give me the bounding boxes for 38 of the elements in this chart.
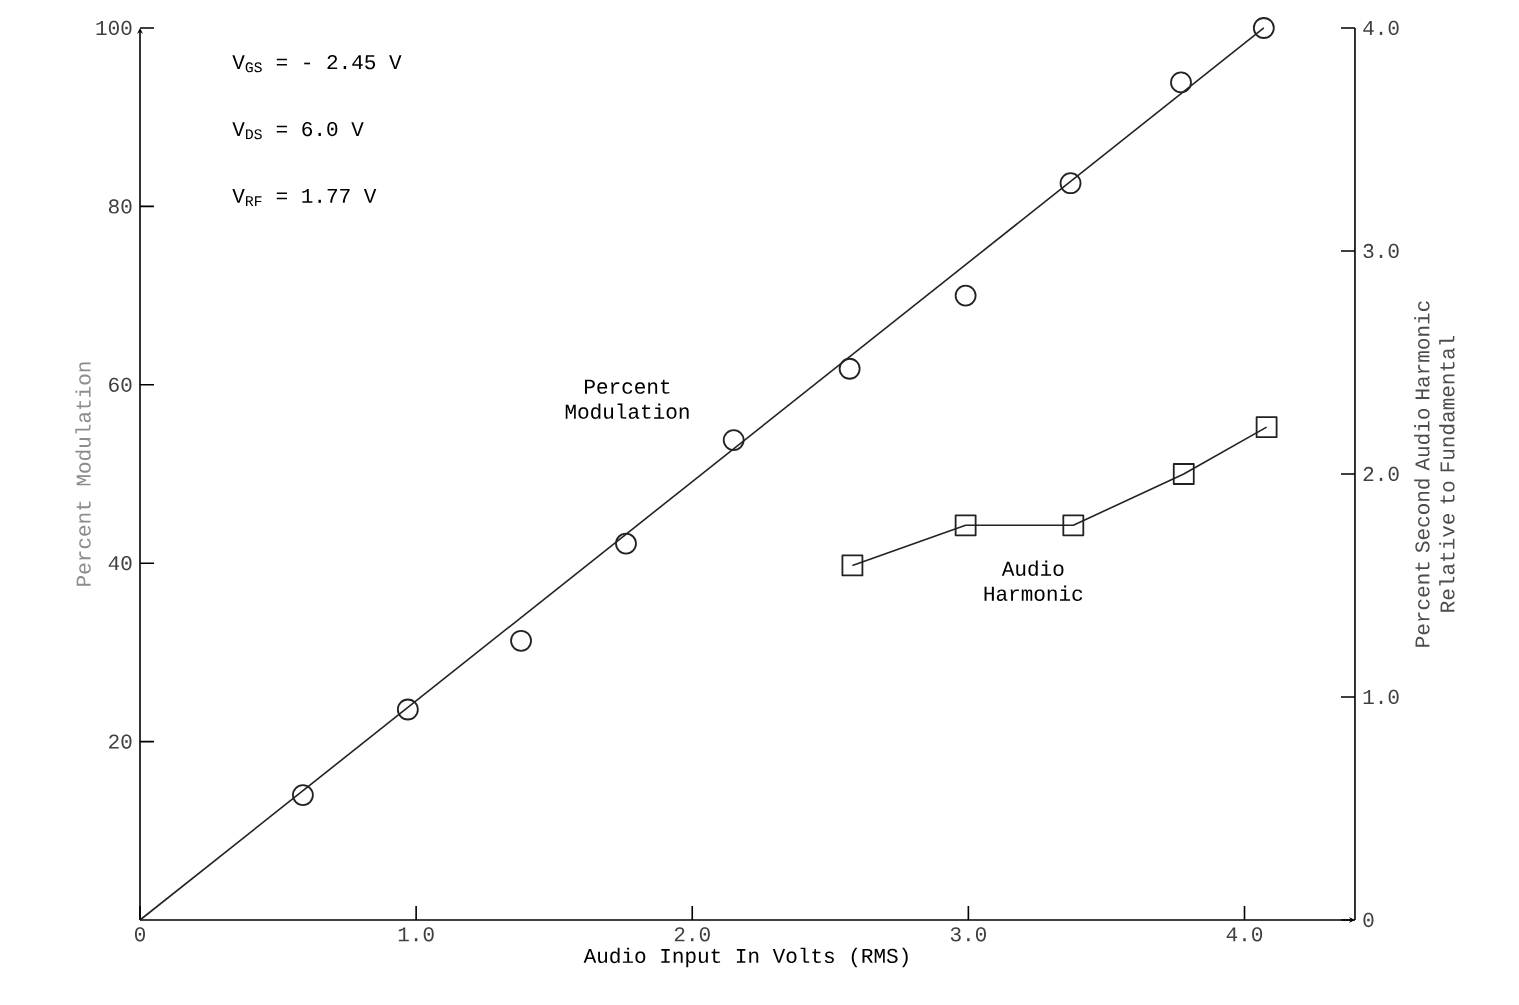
point: [1059, 172, 1082, 195]
series-label: Percent Modulation: [565, 379, 689, 419]
point: [954, 514, 977, 537]
annotation: V$_{DS}$ = 6.0 V: [232, 121, 364, 140]
point: [510, 629, 532, 652]
point: [838, 357, 861, 380]
annotation: V$_{RF}$ = 1.77 V: [232, 189, 377, 206]
y2-tick-label: 0: [1363, 912, 1374, 928]
y-axis-title: Percent Modulation: [75, 362, 91, 586]
point: [722, 429, 745, 451]
x-tick-label: 4.0: [1226, 927, 1263, 942]
point: [396, 698, 419, 721]
y-tick-label: 40: [108, 556, 132, 571]
point: [292, 784, 314, 807]
x-tick-label: 0: [134, 927, 146, 942]
y2-tick-label: 3.0: [1363, 243, 1399, 259]
y2-tick-label: 2.0: [1363, 466, 1399, 482]
y-tick-label: 60: [109, 377, 132, 392]
series-label: Audio Harmonic: [984, 560, 1083, 601]
y2-tick-label: 1.0: [1363, 689, 1399, 705]
point: [1172, 463, 1195, 485]
y2-axis-title: Percent Second Audio Harmonic Relative to Fundamental: [1414, 301, 1455, 647]
point: [1252, 17, 1275, 39]
annotation: V$_{GS}$ = - 2.45 V: [232, 55, 402, 73]
point: [1170, 71, 1192, 94]
x-tick-label: 3.0: [950, 927, 986, 942]
point: [1062, 514, 1085, 537]
x-axis-title: Audio Input In Volts (RMS): [583, 947, 908, 968]
y-tick-label: 20: [109, 734, 132, 749]
point: [954, 284, 977, 307]
point: [615, 532, 637, 555]
x-tick-label: 1.0: [398, 927, 434, 942]
y-tick-label: 100: [96, 20, 132, 36]
point: [841, 554, 864, 577]
x-tick-label: 2.0: [674, 927, 710, 942]
y-tick-label: 80: [108, 199, 132, 214]
point: [1255, 416, 1278, 439]
y2-tick-label: 4.0: [1363, 20, 1399, 36]
